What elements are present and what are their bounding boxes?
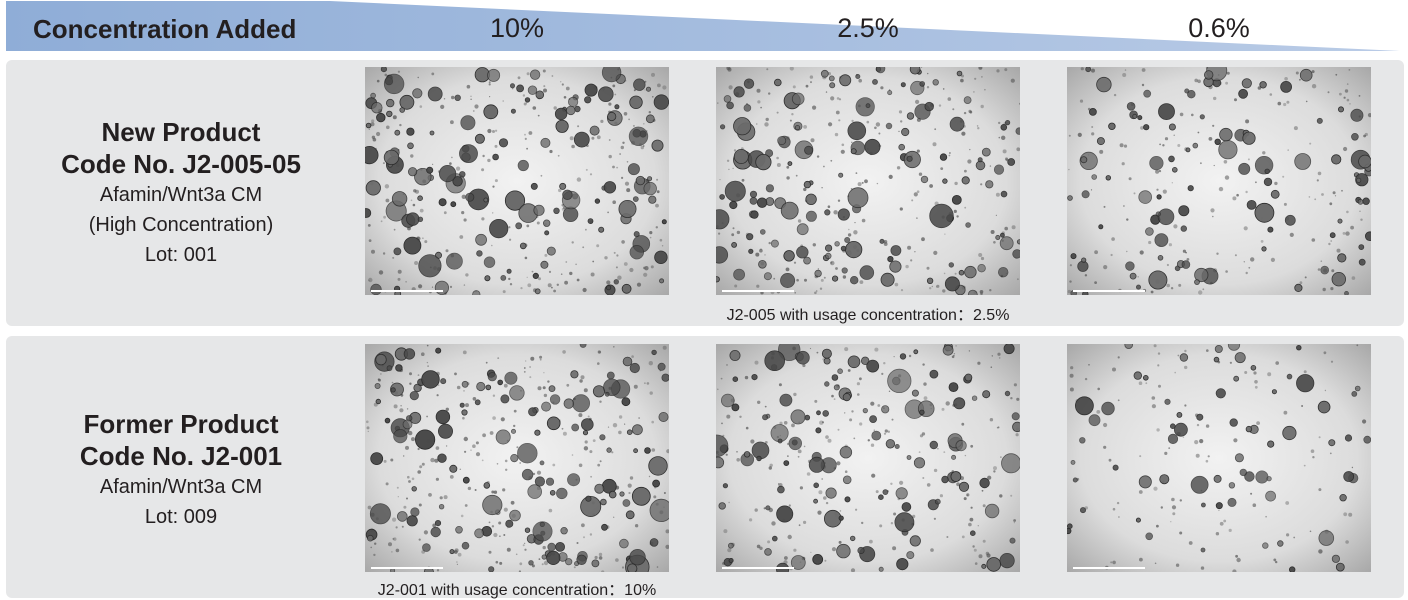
micrograph <box>365 344 669 572</box>
product-detail: Afamin/Wnt3a CM <box>99 476 263 498</box>
micrograph-image <box>1067 344 1371 572</box>
micrograph <box>1067 67 1371 295</box>
header-title: Concentration Added <box>33 14 297 44</box>
micrograph-image <box>365 67 669 295</box>
product-detail: (High Concentration) <box>88 214 274 236</box>
usage-caption: J2-001 with usage concentration：10% <box>377 582 657 599</box>
concentration-gradient-wedge <box>6 1 1400 51</box>
product-detail: Afamin/Wnt3a CM <box>99 184 263 206</box>
product-code: Code No. J2-005-05 <box>61 149 301 179</box>
product-code: Code No. J2-001 <box>79 441 283 471</box>
micrograph <box>365 67 669 295</box>
row-label-new-product: New Product Code No. J2-005-05 Afamin/Wn… <box>6 116 356 270</box>
product-lot: Lot: 009 <box>144 506 218 528</box>
row-label-former-product: Former Product Code No. J2-001 Afamin/Wn… <box>6 408 356 532</box>
concentration-label-low: 0.6% <box>1188 13 1250 43</box>
concentration-header: Concentration Added 10% 2.5% 0.6% <box>0 0 1408 56</box>
micrograph-image <box>716 344 1020 572</box>
micrograph <box>716 67 1020 295</box>
micrograph-image <box>716 67 1020 295</box>
micrograph-image <box>1067 67 1371 295</box>
product-name: Former Product <box>83 409 279 439</box>
usage-caption: J2-005 with usage concentration：2.5% <box>726 307 1010 324</box>
product-name: New Product <box>101 117 261 147</box>
micrograph <box>716 344 1020 572</box>
concentration-label-high: 10% <box>489 13 545 43</box>
micrograph <box>1067 344 1371 572</box>
micrograph-image <box>365 344 669 572</box>
product-lot: Lot: 001 <box>144 244 218 266</box>
concentration-label-mid: 2.5% <box>837 13 899 43</box>
